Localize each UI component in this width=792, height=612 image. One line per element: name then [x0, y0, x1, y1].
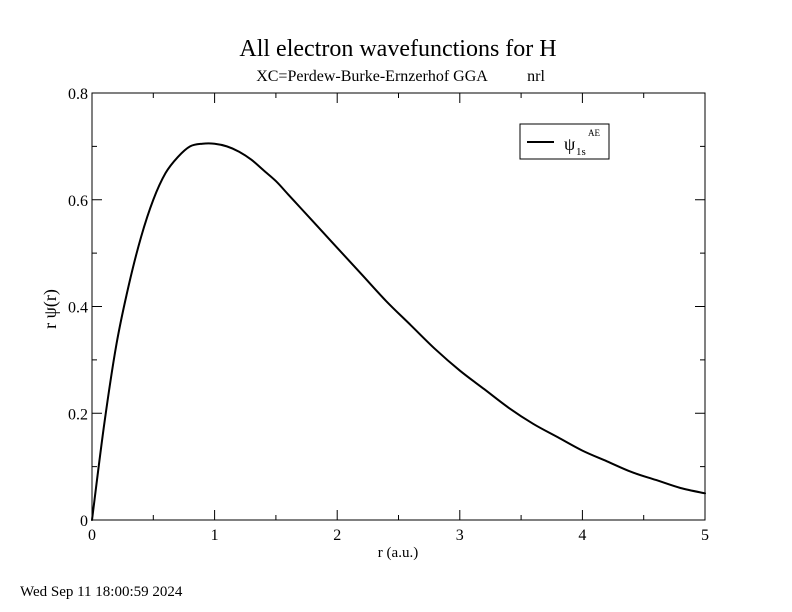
legend-symbol: ψ: [564, 134, 576, 154]
y-tick-label: 0: [80, 513, 88, 530]
axis-tick-labels: 0 1 2 3 4 5 0 0.2 0.4 0.6 0.8: [68, 86, 709, 544]
axis-ticks: [91, 92, 706, 521]
plot-area: 0 1 2 3 4 5 0 0.2 0.4 0.6 0.8: [68, 86, 709, 544]
legend-superscript: AE: [588, 128, 600, 138]
x-tick-label: 2: [333, 527, 341, 544]
y-tick-label: 0.4: [68, 300, 88, 317]
y-tick-label: 0.8: [68, 86, 88, 103]
x-tick-label: 0: [88, 527, 96, 544]
x-axis-label: r (a.u.): [378, 545, 418, 561]
legend: ψ 1s AE: [519, 123, 610, 160]
y-axis-label: r ψ(r): [40, 289, 61, 329]
chart-subtitle-right: nrl: [527, 68, 545, 85]
x-tick-label: 1: [211, 527, 219, 544]
chart-title: All electron wavefunctions for H: [239, 36, 556, 62]
plot-frame: [91, 92, 706, 521]
x-tick-label: 5: [701, 527, 709, 544]
y-tick-label: 0.6: [68, 193, 88, 210]
y-tick-label: 0.2: [68, 406, 88, 423]
chart-subtitle-left: XC=Perdew-Burke-Ernzerhof GGA: [256, 68, 488, 85]
x-tick-label: 3: [456, 527, 464, 544]
legend-subscript: 1s: [576, 146, 586, 158]
series-line-psi-1s: [91, 142, 706, 521]
timestamp: Wed Sep 11 18:00:59 2024: [20, 584, 183, 600]
x-tick-label: 4: [578, 527, 586, 544]
